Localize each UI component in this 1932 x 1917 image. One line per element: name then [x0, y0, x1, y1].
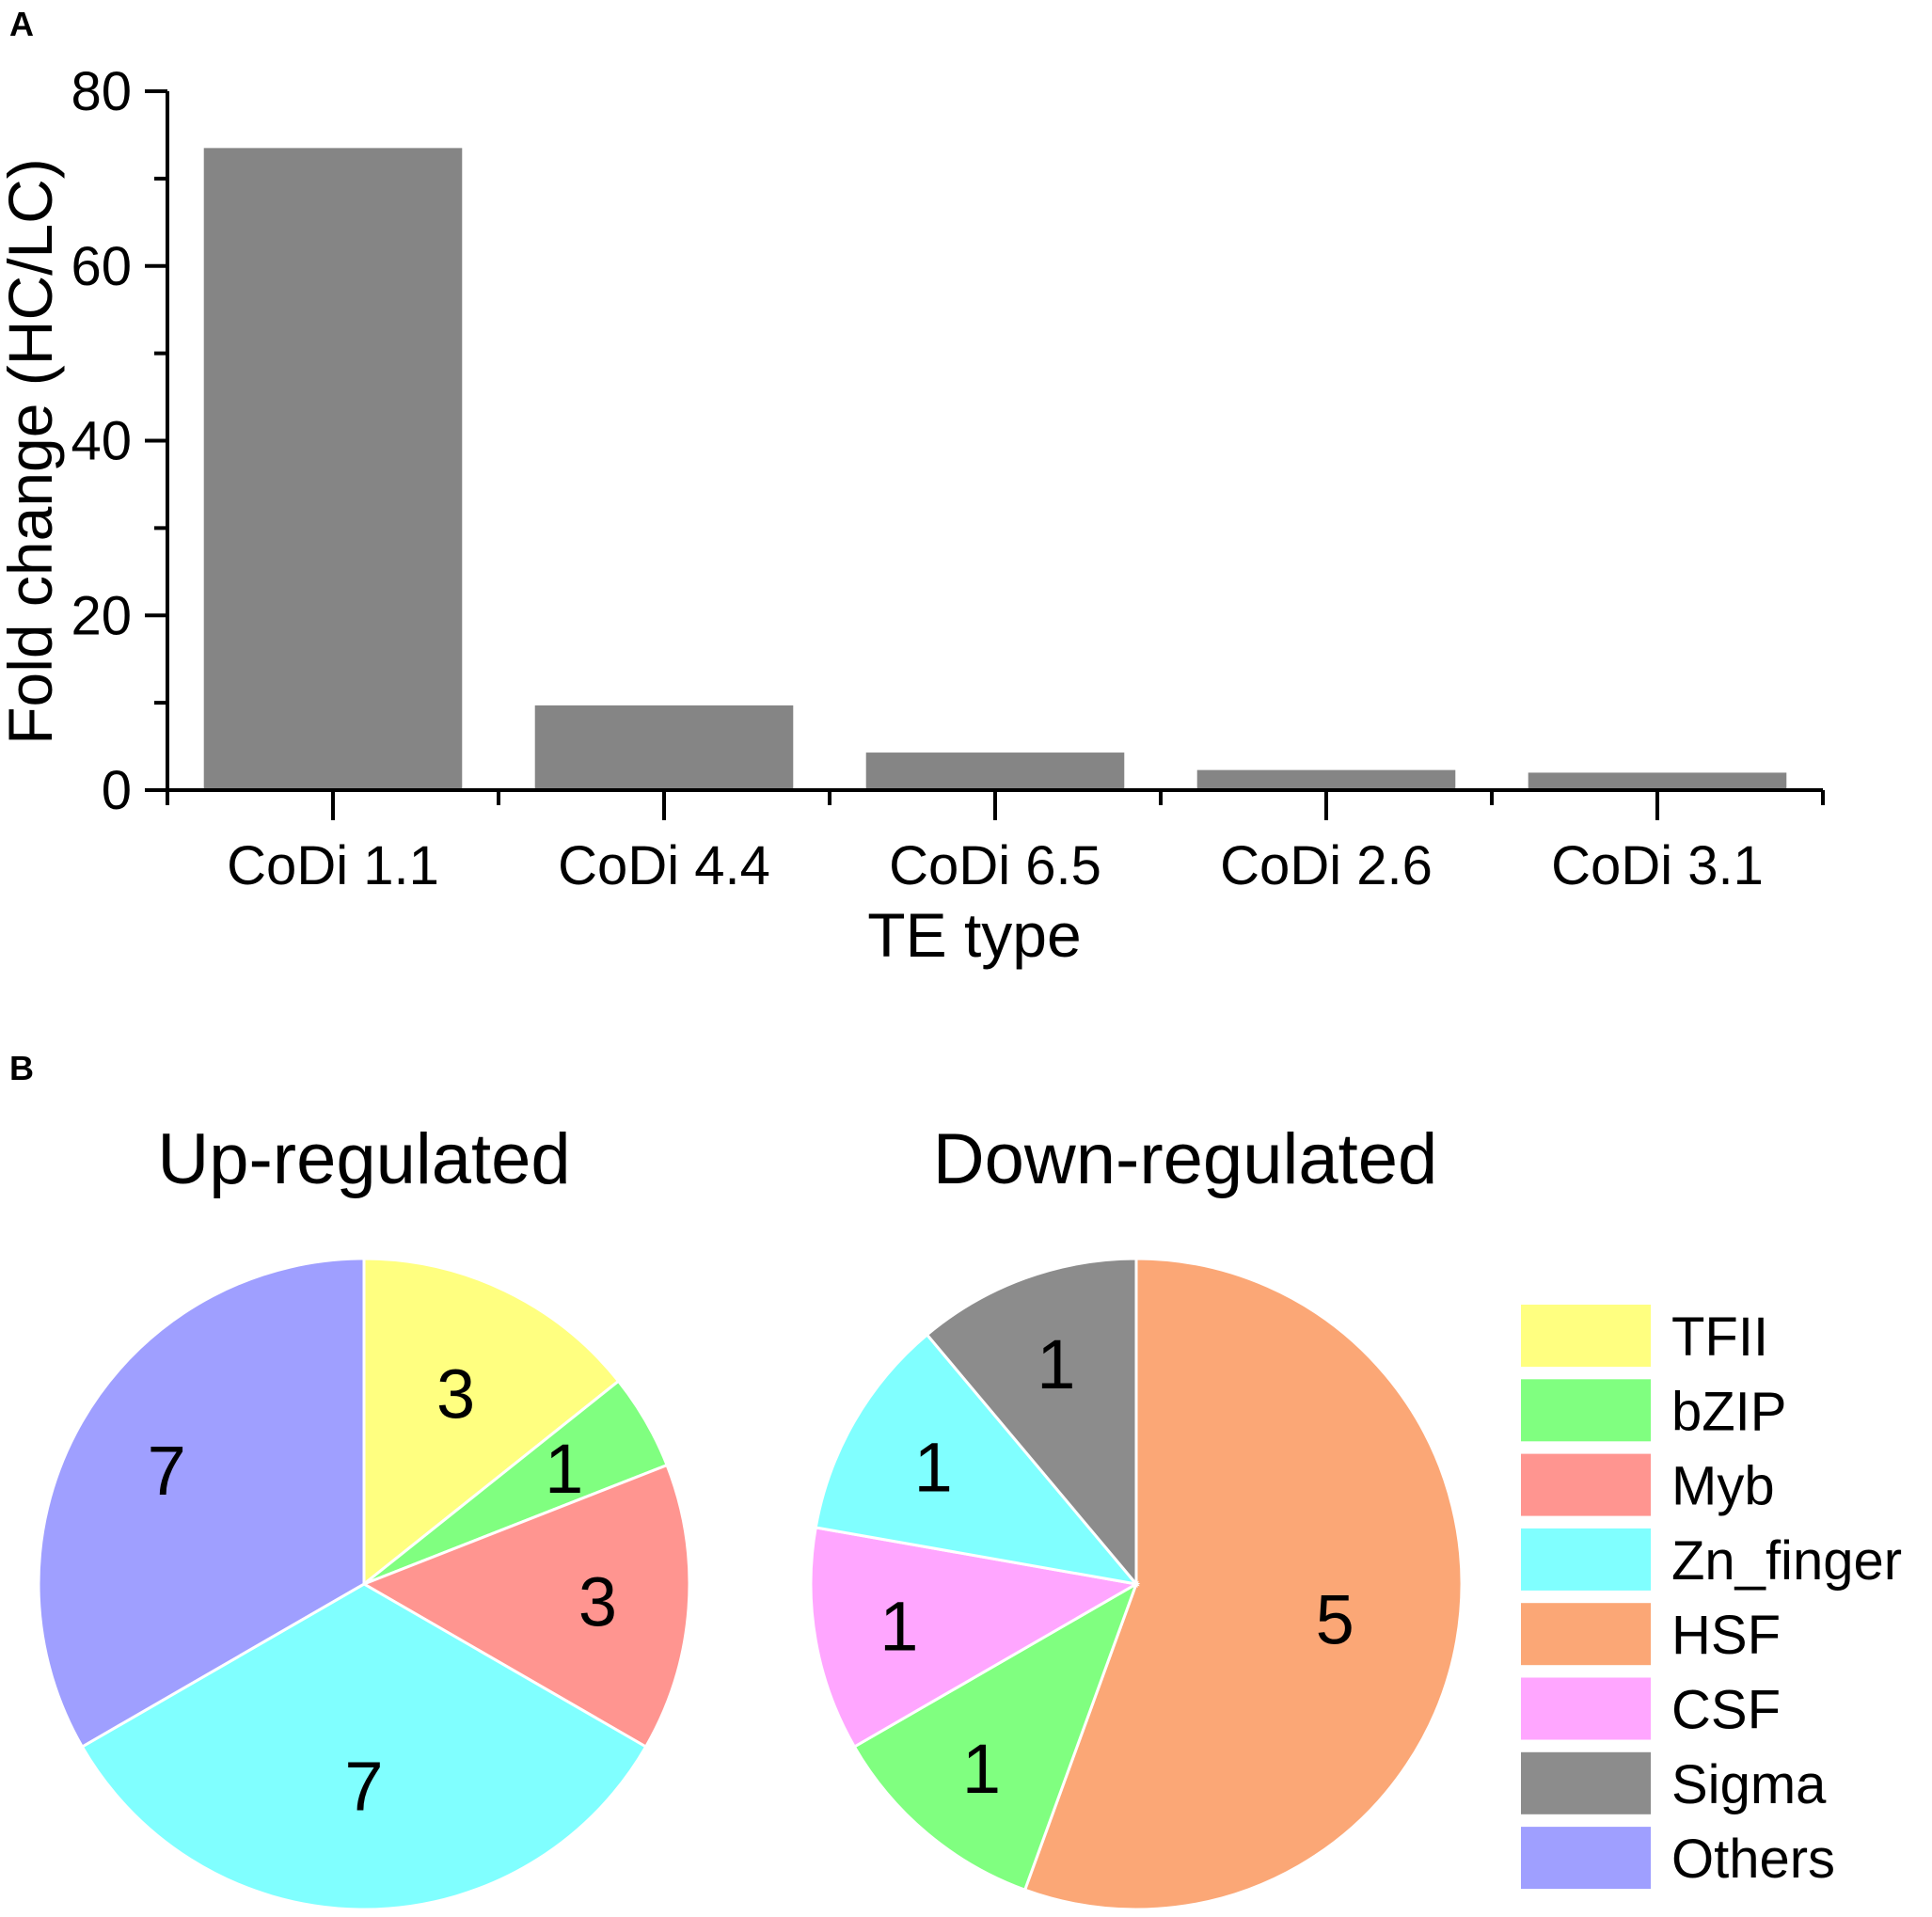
bar-codi-6-5 [865, 753, 1125, 790]
y-tick-label: 0 [102, 760, 132, 821]
pie-down-slices [809, 1257, 1464, 1911]
bar-axes: 0 20 40 60 80 CoDi 1.1 CoDi 4.4 CoDi 6.5 CoDi 2.… [71, 61, 1825, 896]
slice-label-bzip: 1 [545, 1430, 583, 1508]
x-category-label: CoDi 2.6 [1220, 835, 1433, 896]
panel-b-label: B [9, 1049, 34, 1087]
bar-codi-4-4 [534, 705, 794, 790]
legend-swatch-others [1521, 1827, 1651, 1890]
slice-label-hsf: 5 [1316, 1580, 1354, 1658]
pie-title-up-regulated: Up-regulated [157, 1119, 570, 1199]
y-tick-label: 20 [71, 585, 132, 646]
legend-label-others: Others [1671, 1829, 1835, 1890]
bar-series [203, 148, 1787, 790]
slice-label-sigma: 1 [1037, 1325, 1075, 1403]
legend-swatch-csf [1521, 1677, 1651, 1740]
slice-myb [360, 1463, 691, 1750]
y-tick-label: 60 [71, 236, 132, 297]
legend-label-bzip: bZIP [1671, 1381, 1787, 1442]
slice-label-myb: 3 [578, 1563, 617, 1641]
pie-title-down-regulated: Down-regulated [933, 1119, 1438, 1199]
slice-label-zn-finger: 7 [344, 1748, 383, 1826]
slice-label-others: 7 [148, 1432, 186, 1510]
slice-csf [809, 1526, 1141, 1750]
slice-sigma [925, 1257, 1138, 1589]
legend-label-sigma: Sigma [1671, 1754, 1827, 1815]
legend: TFII bZIP Myb Zn_finger HSF CSF Sigma Others [1521, 1305, 1902, 1890]
pie-up-slices [37, 1257, 691, 1911]
x-category-label: CoDi 1.1 [227, 835, 439, 896]
legend-swatch-zn-finger [1521, 1528, 1651, 1591]
bar-codi-1-1 [203, 148, 463, 790]
legend-swatch-bzip [1521, 1379, 1651, 1442]
panel-a-label: A [9, 5, 34, 43]
slice-zn-finger [814, 1332, 1140, 1587]
bar-chart: 0 20 40 60 80 CoDi 1.1 CoDi 4.4 CoDi 6.5 CoDi 2.… [0, 61, 1825, 970]
slice-zn-finger [80, 1582, 648, 1911]
slice-label-csf: 1 [879, 1587, 918, 1665]
slice-others [37, 1257, 366, 1750]
slice-label-tfii: 3 [436, 1355, 475, 1433]
legend-swatch-myb [1521, 1453, 1651, 1516]
x-category-label: CoDi 4.4 [558, 835, 770, 896]
legend-label-hsf: HSF [1671, 1605, 1781, 1666]
y-tick-label: 80 [71, 61, 132, 122]
slice-tfii [362, 1257, 621, 1588]
bar-codi-2-6 [1196, 769, 1456, 790]
slice-hsf [1022, 1257, 1464, 1911]
legend-label-zn-finger: Zn_finger [1671, 1530, 1902, 1592]
x-category-label: CoDi 6.5 [889, 835, 1101, 896]
legend-swatch-sigma [1521, 1751, 1651, 1814]
legend-swatch-hsf [1521, 1603, 1651, 1666]
slice-bzip [852, 1580, 1139, 1893]
legend-label-tfii: TFII [1671, 1307, 1768, 1368]
legend-label-csf: CSF [1671, 1680, 1781, 1741]
legend-swatch-tfii [1521, 1305, 1651, 1367]
slice-label-bzip: 1 [962, 1730, 1001, 1808]
x-axis-title: TE type [867, 900, 1081, 970]
slice-label-zn-finger: 1 [914, 1428, 953, 1506]
x-category-label: CoDi 3.1 [1551, 835, 1764, 896]
y-tick-label: 40 [71, 411, 132, 472]
bar-codi-3-1 [1528, 772, 1787, 790]
y-axis-title: Fold change (HC/LC) [0, 158, 65, 745]
legend-label-myb: Myb [1671, 1456, 1775, 1517]
